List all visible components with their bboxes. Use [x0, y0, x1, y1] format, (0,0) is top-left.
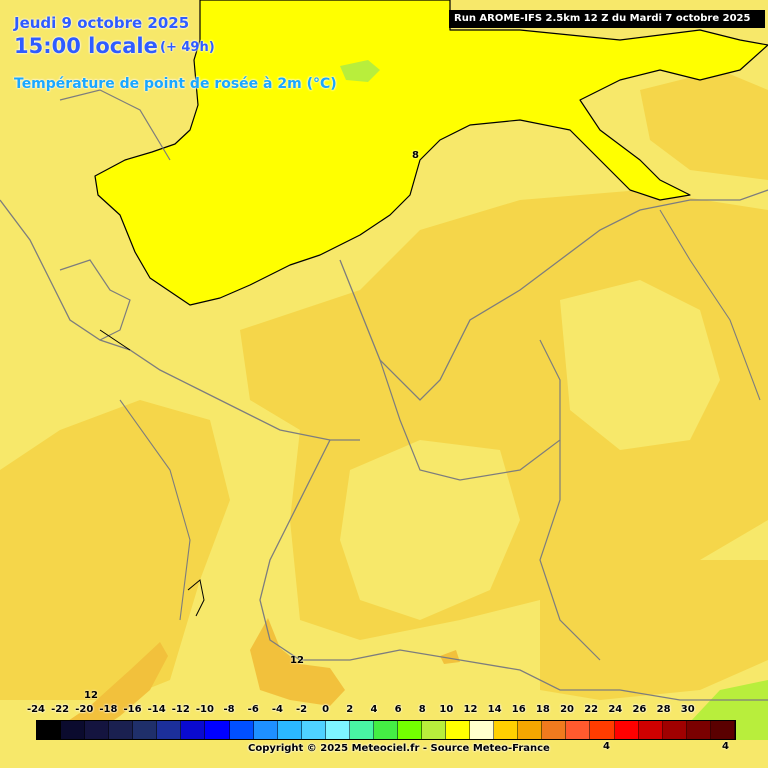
country-border [0, 199, 360, 441]
legend-swatch [157, 721, 182, 739]
country-border [59, 89, 171, 161]
legend-swatch [686, 721, 711, 739]
legend-swatch [422, 721, 447, 739]
country-border [539, 440, 601, 661]
forecast-lead-time: (+ 49h) [160, 40, 215, 55]
field-zone-9 [560, 280, 720, 450]
legend-swatch [181, 721, 206, 739]
legend-tick-label: -8 [223, 704, 235, 715]
field-zone-8 [94, 0, 768, 306]
legend-tick-label: -12 [171, 704, 190, 715]
legend-tick-label: 18 [535, 704, 550, 715]
legend-tick-label: -10 [195, 704, 214, 715]
legend-swatch [397, 721, 422, 739]
legend-tick-label: 0 [322, 704, 330, 715]
legend-tick-label: 2 [346, 704, 354, 715]
legend-swatch [566, 721, 591, 739]
country-border [119, 399, 191, 621]
field-zone-9 [340, 440, 520, 620]
legend-swatch [470, 721, 495, 739]
legend-tick-label: 8 [418, 704, 426, 715]
legend-tick-label: 6 [394, 704, 402, 715]
legend-swatch [85, 721, 110, 739]
legend-tick-label: 26 [632, 704, 647, 715]
field-zone-10 [0, 400, 230, 700]
country-border [59, 259, 131, 341]
legend-tick-label: 22 [584, 704, 599, 715]
legend-swatch [277, 721, 302, 739]
color-scale-legend [36, 720, 736, 740]
legend-swatch [229, 721, 254, 739]
country-border [259, 439, 768, 701]
isoline-label-8: 8 [412, 150, 419, 161]
legend-tick-label: 4 [370, 704, 378, 715]
legend-swatch [133, 721, 158, 739]
isoline-label-12: 12 [84, 690, 98, 701]
legend-swatch [590, 721, 615, 739]
parameter-title: Température de point de rosée à 2m (°C) [14, 76, 337, 92]
isoline-label-12: 12 [290, 655, 304, 666]
field-zone-7 [340, 60, 380, 82]
legend-swatch [109, 721, 134, 739]
legend-swatch [614, 721, 639, 739]
legend-tick-label: 12 [463, 704, 478, 715]
legend-swatch [325, 721, 350, 739]
legend-tick-labels: -24 -22 -20 -18 -16 -14 -12 -10 -8 -6 -4 -2 0 2 4 6 8 10 1… [24, 704, 744, 718]
legend-tick-label: -2 [295, 704, 308, 715]
legend-tick-label: -20 [75, 704, 94, 715]
legend-swatch [638, 721, 663, 739]
legend-tick-label: -6 [247, 704, 259, 715]
legend-tick-label: -18 [99, 704, 118, 715]
legend-swatch [301, 721, 326, 739]
legend-tick-label: 30 [680, 704, 695, 715]
country-border [379, 339, 561, 481]
legend-swatch [710, 721, 735, 739]
legend-tick-label: 24 [608, 704, 623, 715]
legend-tick-label: -22 [51, 704, 70, 715]
field-zone-10 [640, 70, 768, 180]
legend-swatch [373, 721, 398, 739]
isoline-label-4: 4 [722, 741, 729, 752]
isoline-label-4: 4 [603, 741, 610, 752]
legend-swatch [662, 721, 687, 739]
legend-swatch [518, 721, 543, 739]
forecast-time: 15:00 locale [14, 34, 158, 58]
legend-tick-label: 20 [560, 704, 574, 715]
legend-swatch [446, 721, 471, 739]
legend-tick-label: 10 [439, 704, 454, 715]
field-zone-12 [250, 618, 345, 706]
legend-tick-label: -24 [26, 704, 46, 715]
legend-swatch [61, 721, 86, 739]
legend-tick-label: 28 [656, 704, 671, 715]
legend-swatch [542, 721, 567, 739]
country-border [659, 209, 761, 401]
river-line [187, 579, 205, 617]
river-line [99, 329, 131, 351]
field-zone-12 [440, 650, 460, 664]
field-zone-12 [40, 642, 168, 740]
forecast-date: Jeudi 9 octobre 2025 [14, 14, 190, 32]
legend-swatch [349, 721, 374, 739]
legend-swatch [494, 721, 519, 739]
copyright-notice: Copyright © 2025 Meteociel.fr - Source M… [248, 743, 550, 754]
legend-tick-label: -14 [147, 704, 166, 715]
legend-tick-label: -4 [271, 704, 283, 715]
legend-tick-label: 14 [487, 704, 502, 715]
legend-swatch [205, 721, 230, 739]
legend-swatch [253, 721, 278, 739]
model-run-banner: Run AROME-IFS 2.5km 12 Z du Mardi 7 octo… [449, 10, 765, 28]
field-zone-10 [540, 560, 768, 700]
legend-tick-label: -16 [123, 704, 142, 715]
legend-swatch [37, 721, 62, 739]
legend-tick-label: 16 [511, 704, 526, 715]
